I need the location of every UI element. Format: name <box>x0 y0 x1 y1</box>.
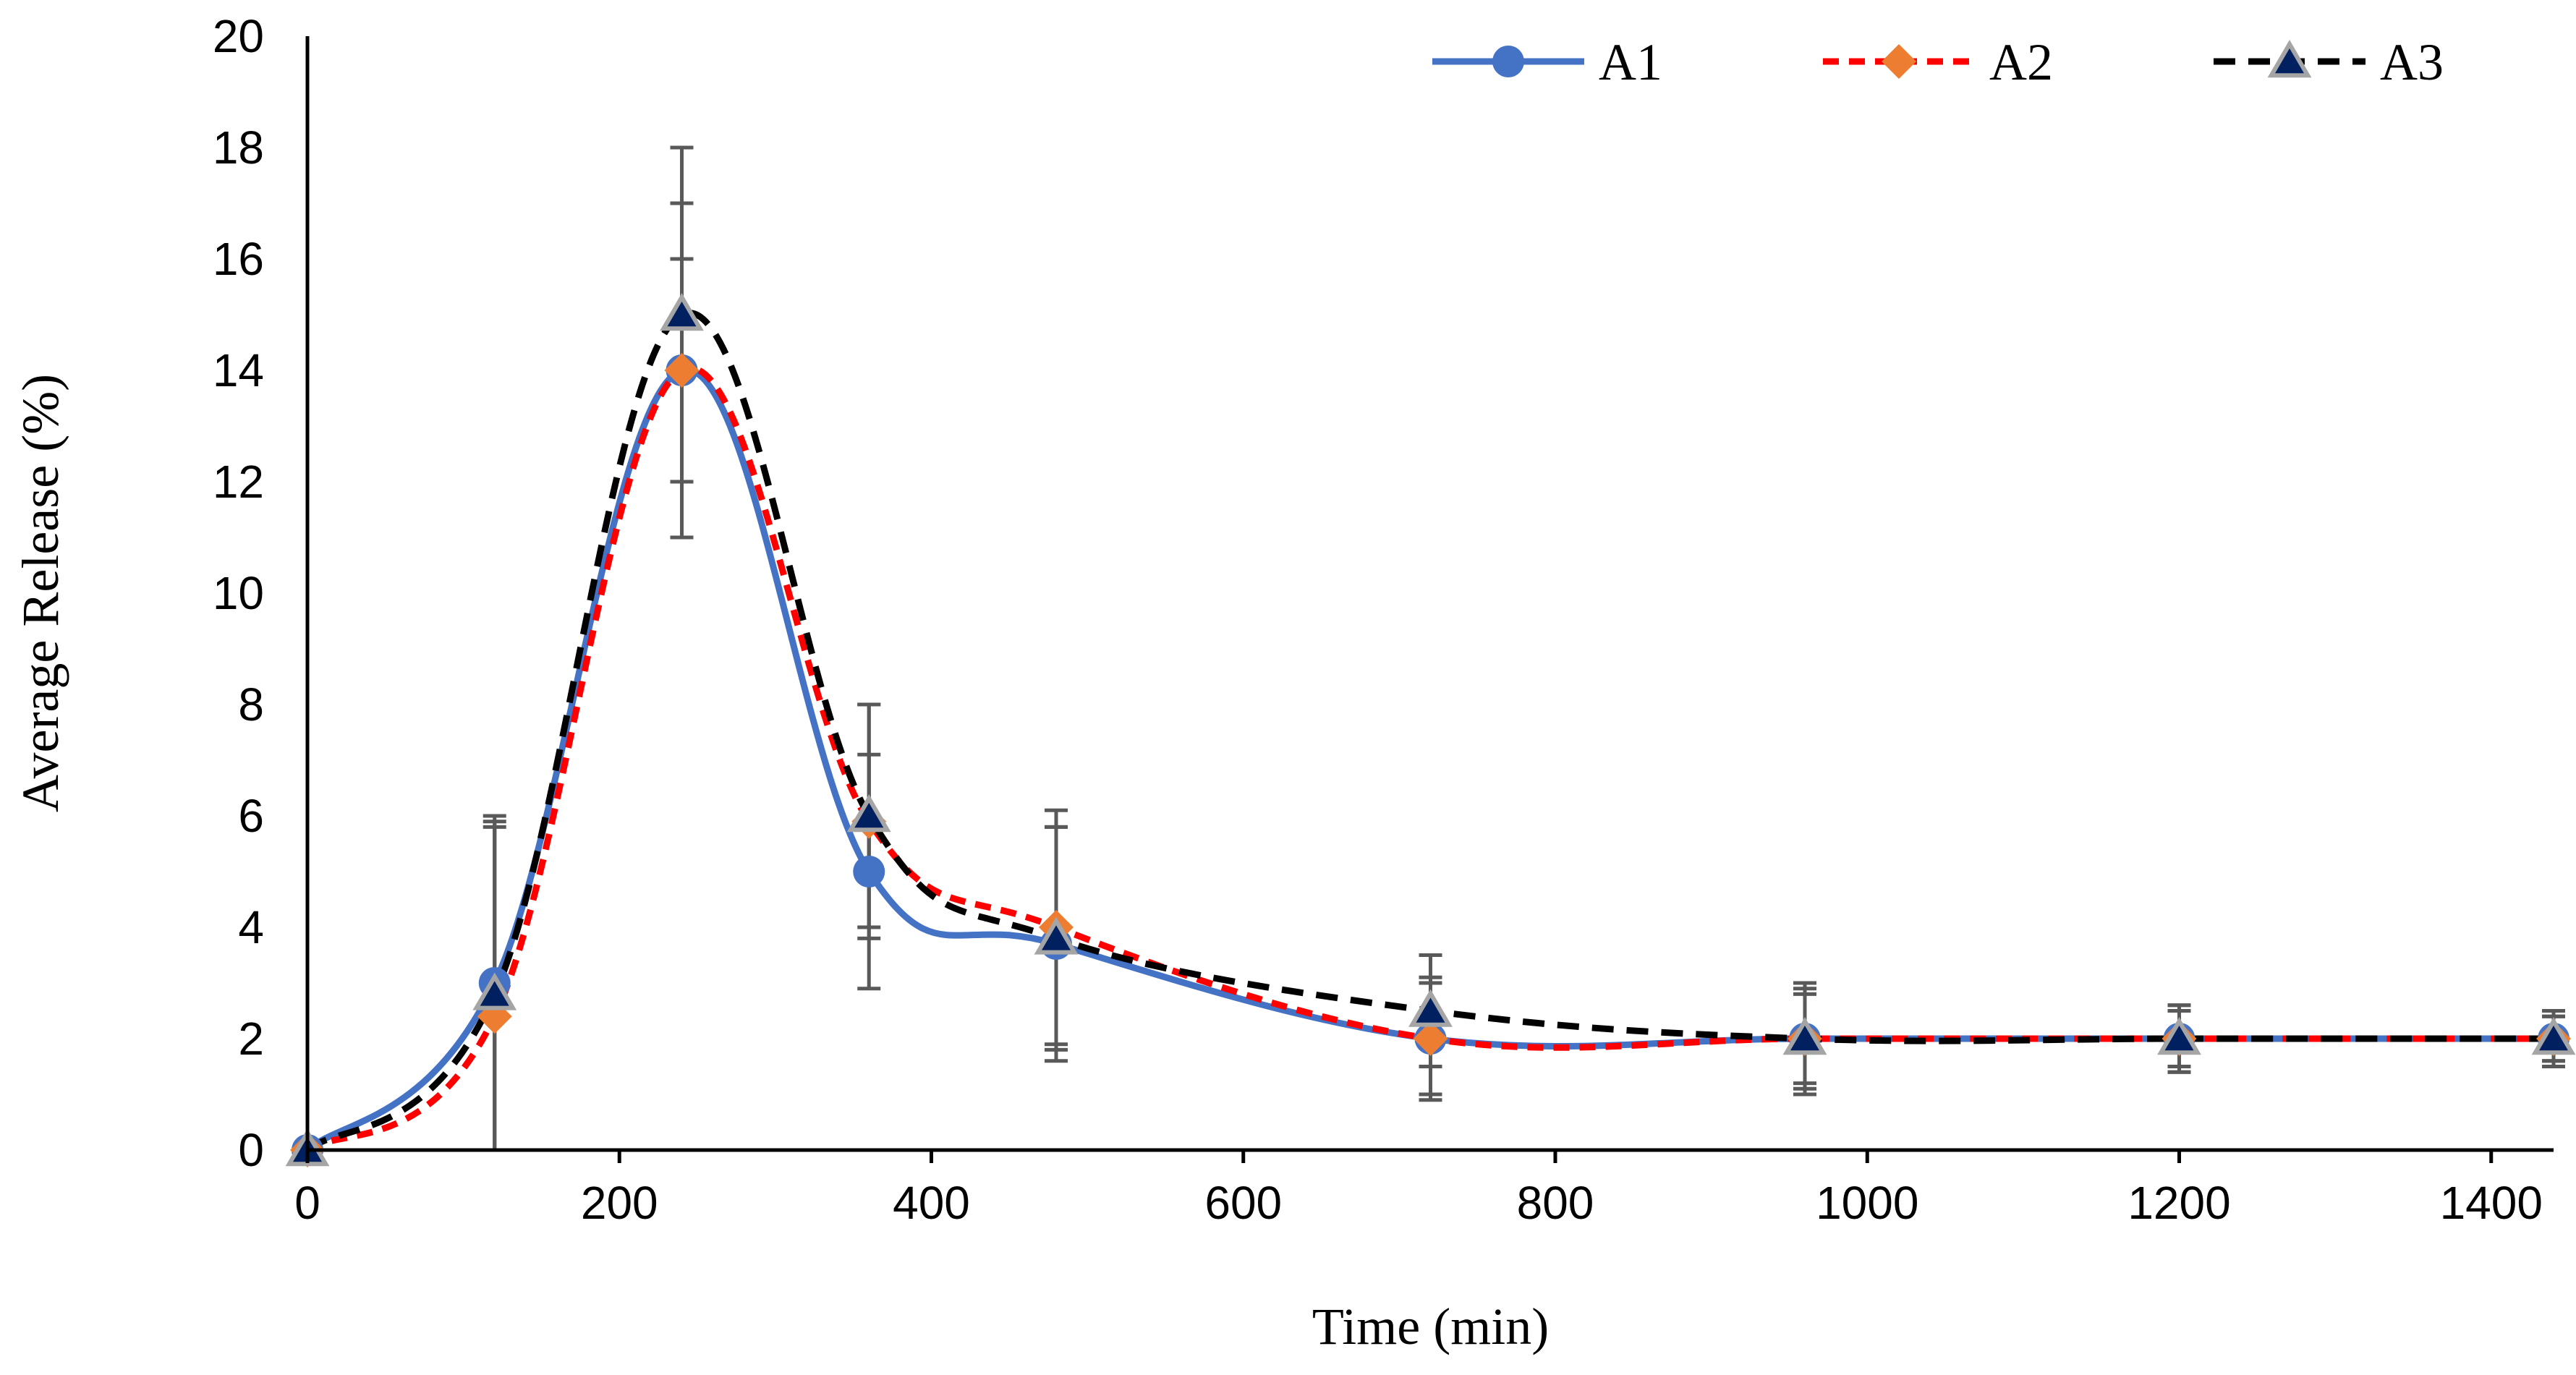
x-tick-label: 800 <box>1517 1177 1594 1229</box>
legend-label-a3: A3 <box>2380 33 2444 91</box>
data-point-a3 <box>1408 989 1453 1027</box>
series-lines <box>304 310 2557 1154</box>
legend-marker-a3 <box>2267 40 2312 78</box>
data-point-a2 <box>1413 1021 1448 1056</box>
series-line-a2 <box>305 365 2554 1153</box>
data-point-a3 <box>846 794 891 833</box>
data-point-a2 <box>664 353 700 388</box>
x-tick-label: 400 <box>893 1177 970 1229</box>
legend-label-a2: A2 <box>1989 33 2053 91</box>
y-tick-label: 18 <box>213 122 264 174</box>
data-point-a3 <box>1034 916 1079 955</box>
x-tick-label: 200 <box>581 1177 658 1229</box>
x-axis-ticks: 0 200 400 600 800 1000 1200 1400 <box>294 1150 2543 1229</box>
legend-item-a3: A3 <box>2214 33 2444 91</box>
y-axis-ticks: 0 2 4 6 8 10 12 14 16 18 20 <box>213 10 264 1176</box>
data-point-a3 <box>472 972 517 1010</box>
legend: A1 A2 A3 <box>1432 33 2444 91</box>
data-point-a1 <box>853 856 885 887</box>
x-tick-label: 600 <box>1204 1177 1282 1229</box>
y-tick-label: 0 <box>238 1124 264 1176</box>
y-tick-label: 14 <box>213 344 264 396</box>
x-axis-title: Time (min) <box>1312 1298 1549 1355</box>
data-point-a3 <box>660 293 704 331</box>
legend-label-a1: A1 <box>1599 33 1662 91</box>
y-tick-label: 16 <box>213 233 264 285</box>
x-tick-label: 1200 <box>2127 1177 2230 1229</box>
x-tick-label: 0 <box>294 1177 320 1229</box>
y-tick-label: 8 <box>238 678 264 731</box>
y-tick-label: 12 <box>213 456 264 508</box>
y-tick-label: 20 <box>213 10 264 62</box>
data-point-a3 <box>2531 1017 2576 1055</box>
y-tick-label: 4 <box>238 901 264 953</box>
legend-marker-a2 <box>1882 44 1916 79</box>
series-line-a3 <box>305 310 2554 1153</box>
legend-item-a2: A2 <box>1823 33 2053 91</box>
data-point-a3 <box>1782 1017 1827 1055</box>
x-tick-label: 1000 <box>1816 1177 1918 1229</box>
y-axis-title: Average Release (%) <box>12 374 69 812</box>
data-point-a3 <box>2157 1017 2201 1055</box>
y-tick-label: 2 <box>238 1013 264 1065</box>
legend-marker-a1 <box>1492 46 1524 77</box>
y-tick-label: 6 <box>238 790 264 842</box>
y-tick-label: 10 <box>213 567 264 619</box>
x-tick-label: 1400 <box>2440 1177 2543 1229</box>
legend-item-a1: A1 <box>1432 33 1662 91</box>
